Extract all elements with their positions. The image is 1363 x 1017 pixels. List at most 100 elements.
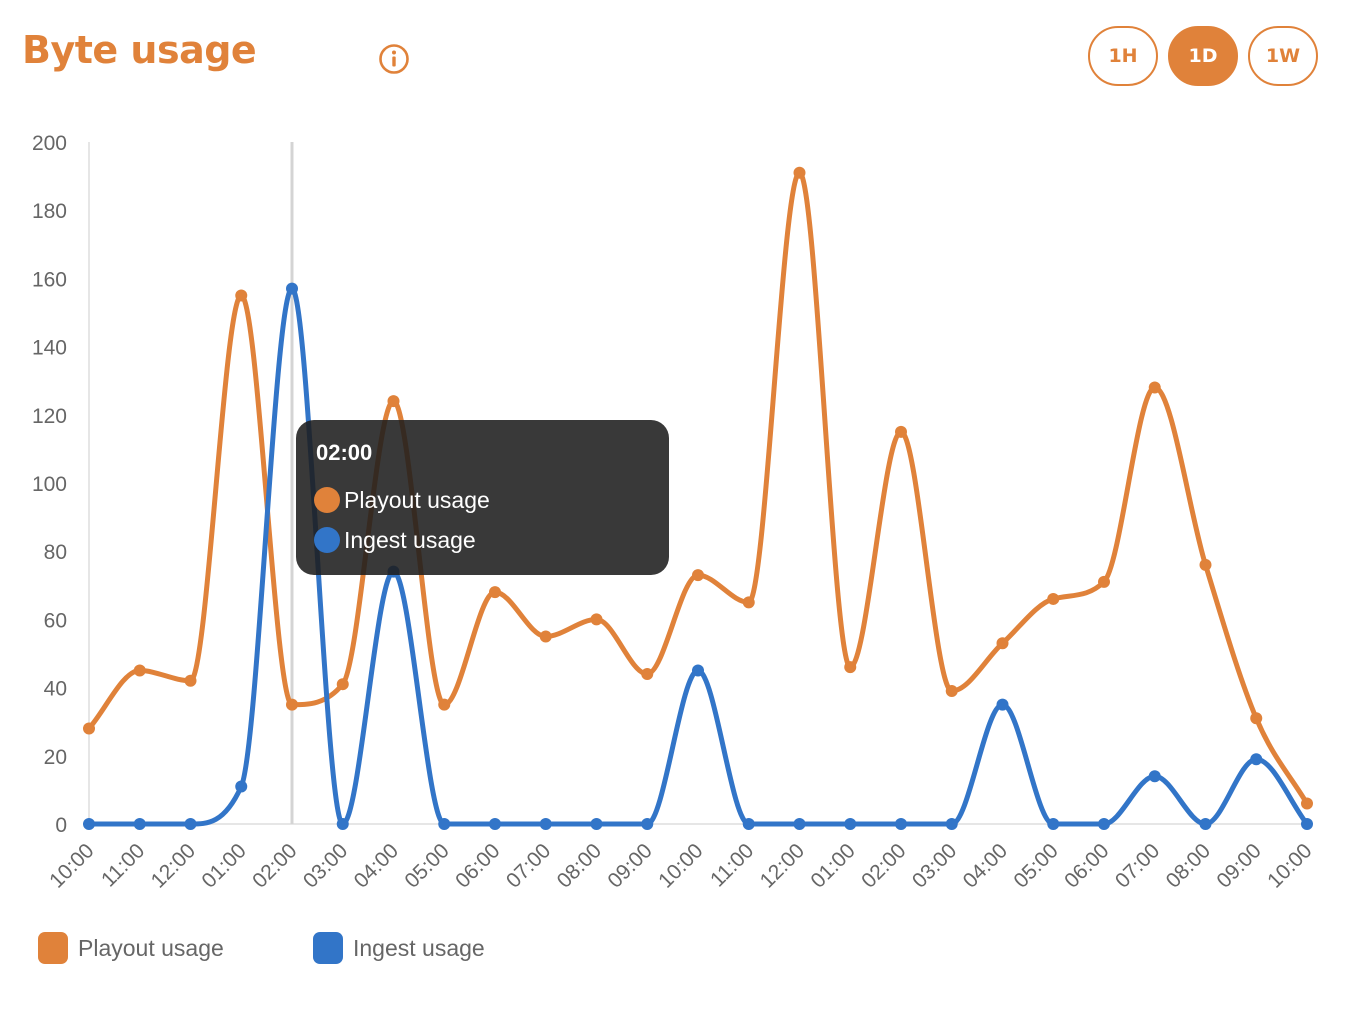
x-tick-label: 01:00	[197, 839, 250, 892]
data-point-playout	[1301, 797, 1313, 810]
x-tick-label: 10:00	[654, 839, 707, 892]
legend-swatch-ingest	[313, 932, 343, 964]
data-point-playout	[996, 637, 1009, 650]
legend-swatch-playout	[38, 932, 68, 964]
data-point-ingest	[1301, 818, 1313, 830]
x-tick-label: 11:00	[97, 839, 149, 891]
data-point-ingest	[742, 818, 755, 830]
x-tick-label: 10:00	[1263, 839, 1316, 892]
data-point-playout	[641, 667, 654, 680]
data-point-ingest	[895, 818, 907, 830]
data-point-playout	[1148, 381, 1161, 394]
range-1d-button[interactable]: 1D	[1168, 26, 1238, 86]
data-point-playout	[895, 425, 907, 438]
data-point-ingest	[996, 698, 1009, 711]
data-point-playout	[844, 661, 857, 674]
range-1h-button[interactable]: 1H	[1088, 26, 1158, 86]
y-tick-label: 180	[32, 200, 67, 223]
legend-item-playout[interactable]: Playout usage	[38, 932, 224, 964]
x-tick-label: 07:00	[502, 839, 555, 892]
data-point-ingest	[844, 818, 857, 830]
data-point-playout	[539, 630, 552, 643]
x-tick-label: 02:00	[857, 839, 910, 892]
data-point-ingest	[692, 664, 704, 677]
data-point-ingest	[1098, 818, 1110, 830]
data-point-ingest	[235, 780, 248, 793]
x-tick-label: 10:00	[45, 839, 98, 892]
data-point-ingest	[590, 818, 603, 830]
chart-tooltip: 02:00 Playout usage Ingest usage	[296, 420, 669, 575]
tooltip-ingest-label: Ingest usage	[344, 526, 476, 553]
y-tick-label: 160	[32, 268, 67, 291]
data-point-playout	[1250, 712, 1263, 725]
data-point-playout	[336, 678, 349, 691]
x-tick-label: 04:00	[350, 839, 403, 892]
data-point-ingest	[438, 818, 451, 830]
y-tick-label: 40	[44, 678, 67, 701]
y-tick-label: 0	[55, 814, 67, 837]
data-point-playout	[1098, 575, 1110, 588]
data-point-ingest	[539, 818, 552, 830]
data-point-playout	[438, 698, 451, 711]
data-point-ingest	[336, 818, 349, 830]
x-tick-label: 09:00	[603, 839, 656, 892]
x-tick-label: 05:00	[400, 839, 453, 892]
x-tick-label: 12:00	[147, 839, 200, 892]
time-range-selector: 1H 1D 1W	[1088, 26, 1318, 86]
legend-label-playout: Playout usage	[78, 934, 224, 961]
data-point-playout	[945, 685, 958, 698]
tooltip-time: 02:00	[316, 440, 373, 465]
tooltip-row-playout: Playout usage	[314, 480, 669, 520]
data-point-playout	[286, 698, 298, 711]
x-tick-label: 08:00	[1162, 839, 1215, 892]
x-tick-label: 11:00	[706, 839, 758, 891]
data-point-playout	[133, 664, 146, 677]
x-tick-label: 02:00	[248, 839, 301, 892]
x-tick-label: 08:00	[553, 839, 606, 892]
data-point-ingest	[1199, 818, 1212, 830]
y-tick-label: 100	[32, 473, 67, 496]
y-tick-label: 80	[44, 541, 67, 564]
x-tick-label: 12:00	[756, 839, 809, 892]
data-point-ingest	[1148, 770, 1161, 783]
legend-label-ingest: Ingest usage	[353, 934, 485, 961]
y-tick-label: 60	[44, 609, 67, 632]
x-tick-label: 04:00	[959, 839, 1012, 892]
data-point-ingest	[641, 818, 654, 830]
data-point-playout	[83, 722, 95, 735]
x-tick-label: 06:00	[1060, 839, 1113, 892]
range-1w-button[interactable]: 1W	[1248, 26, 1318, 86]
x-tick-label: 06:00	[451, 839, 504, 892]
y-tick-label: 200	[32, 132, 67, 155]
data-point-ingest	[1250, 753, 1263, 766]
tooltip-playout-dot	[314, 487, 340, 513]
y-tick-label: 20	[44, 746, 67, 769]
y-tick-label: 120	[32, 405, 67, 428]
data-point-ingest	[489, 818, 501, 830]
x-tick-label: 01:00	[806, 839, 859, 892]
data-point-ingest	[286, 282, 298, 295]
data-point-ingest	[184, 818, 197, 830]
data-point-playout	[742, 596, 755, 609]
data-point-playout	[793, 166, 806, 179]
page-title: Byte usage	[22, 28, 257, 72]
data-point-playout	[590, 613, 603, 626]
tooltip-playout-label: Playout usage	[344, 486, 490, 513]
tooltip-row-ingest: Ingest usage	[314, 520, 669, 560]
tooltip-ingest-dot	[314, 527, 340, 553]
data-point-ingest	[133, 818, 146, 830]
data-point-ingest	[793, 818, 806, 830]
data-point-playout	[692, 569, 704, 582]
data-point-playout	[489, 586, 501, 599]
data-point-playout	[184, 674, 197, 687]
data-point-playout	[1199, 558, 1212, 571]
data-point-playout	[387, 395, 400, 408]
x-tick-label: 03:00	[299, 839, 352, 892]
data-point-ingest	[1047, 818, 1060, 830]
data-point-playout	[1047, 592, 1060, 605]
x-tick-label: 05:00	[1009, 839, 1062, 892]
data-point-ingest	[83, 818, 95, 830]
info-circle-icon[interactable]	[378, 43, 410, 75]
y-tick-label: 140	[32, 337, 67, 360]
legend-item-ingest[interactable]: Ingest usage	[313, 932, 485, 964]
